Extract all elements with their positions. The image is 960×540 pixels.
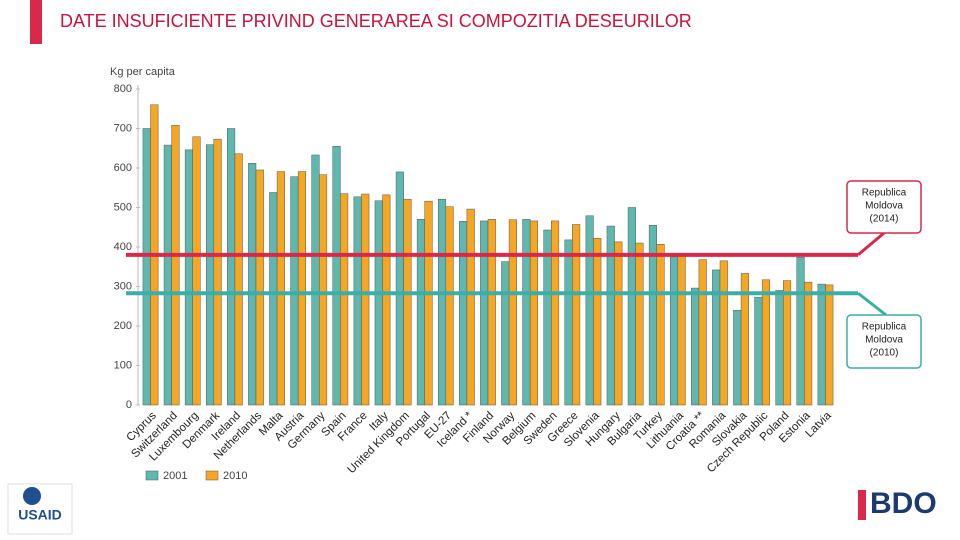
bar <box>796 257 805 406</box>
bar <box>361 193 370 406</box>
y-tick-label: 300 <box>114 280 132 292</box>
bar <box>480 220 489 406</box>
bar <box>635 242 644 406</box>
bar <box>403 198 412 406</box>
bar <box>269 192 278 406</box>
bar <box>593 238 602 406</box>
bar <box>719 260 728 406</box>
bar <box>424 200 433 406</box>
y-tick-label: 800 <box>114 83 132 95</box>
bdo-bar <box>858 490 866 520</box>
bar <box>825 284 834 406</box>
reference-connector <box>857 231 885 257</box>
bar <box>614 241 623 406</box>
usaid-text: USAID <box>18 507 62 523</box>
bar <box>669 256 679 406</box>
bdo-text: BDO <box>870 487 937 520</box>
bar <box>712 269 721 406</box>
bar <box>691 287 700 406</box>
callout-text: Moldova <box>865 201 903 212</box>
bar <box>459 221 468 406</box>
accent-bar <box>30 0 42 44</box>
legend-label: 2010 <box>223 470 247 482</box>
bar <box>248 163 257 406</box>
callout-box <box>846 180 922 234</box>
bar <box>501 261 510 406</box>
legend-swatch <box>145 470 159 481</box>
bar <box>783 280 792 406</box>
legend-swatch <box>205 470 219 481</box>
bar <box>508 219 517 406</box>
bar <box>227 128 236 406</box>
y-tick-label: 400 <box>114 241 132 253</box>
y-tick-label: 0 <box>126 399 132 411</box>
bar <box>522 219 531 406</box>
bar <box>171 125 180 406</box>
bar <box>311 154 320 406</box>
bar <box>698 259 707 406</box>
y-tick-label: 700 <box>114 122 132 134</box>
bar <box>382 194 391 406</box>
bar <box>192 136 201 406</box>
bar <box>754 296 763 406</box>
bar <box>332 146 341 406</box>
bar <box>529 220 539 406</box>
callout-box <box>846 314 922 369</box>
callout-text: (2010) <box>870 348 899 359</box>
y-tick-label: 100 <box>114 359 132 371</box>
y-tick-label: 600 <box>114 162 132 174</box>
bar <box>466 208 475 406</box>
callout-text: Moldova <box>865 335 903 346</box>
bar <box>627 207 636 406</box>
bar <box>445 206 454 406</box>
bar <box>572 224 581 406</box>
bar <box>142 128 151 406</box>
bar <box>353 196 362 406</box>
callout-text: (2014) <box>870 214 899 225</box>
bar <box>775 290 784 406</box>
bar <box>213 138 222 406</box>
slide-title: DATE INSUFICIENTE PRIVIND GENERAREA SI C… <box>60 11 692 31</box>
bar <box>234 153 243 406</box>
bar <box>395 171 404 406</box>
reference-connector <box>857 292 887 317</box>
bar <box>564 239 573 406</box>
bar <box>255 169 264 406</box>
bar <box>740 273 749 406</box>
bar <box>319 174 328 406</box>
bar <box>184 149 193 406</box>
usaid-seal <box>23 487 41 505</box>
bar <box>677 254 686 406</box>
bar <box>416 219 425 406</box>
bar <box>340 193 349 406</box>
bar <box>656 243 665 406</box>
bar <box>551 220 560 406</box>
y-tick-label: 500 <box>114 201 132 213</box>
bar <box>205 144 215 406</box>
bar <box>761 279 771 406</box>
callout-text: Republica <box>862 322 907 333</box>
bar <box>817 283 826 406</box>
bar <box>297 171 307 406</box>
legend-label: 2001 <box>163 470 187 482</box>
bar <box>437 198 447 406</box>
bar <box>487 219 496 406</box>
bar <box>276 171 285 406</box>
bar <box>290 176 299 406</box>
bar <box>585 215 594 406</box>
y-axis-label: Kg per capita <box>110 66 176 78</box>
bar <box>733 309 742 406</box>
bar <box>163 144 172 406</box>
bar <box>648 225 657 406</box>
bar <box>374 200 383 406</box>
callout-text: Republica <box>862 188 907 199</box>
y-tick-label: 200 <box>114 320 132 332</box>
bar <box>804 281 813 406</box>
